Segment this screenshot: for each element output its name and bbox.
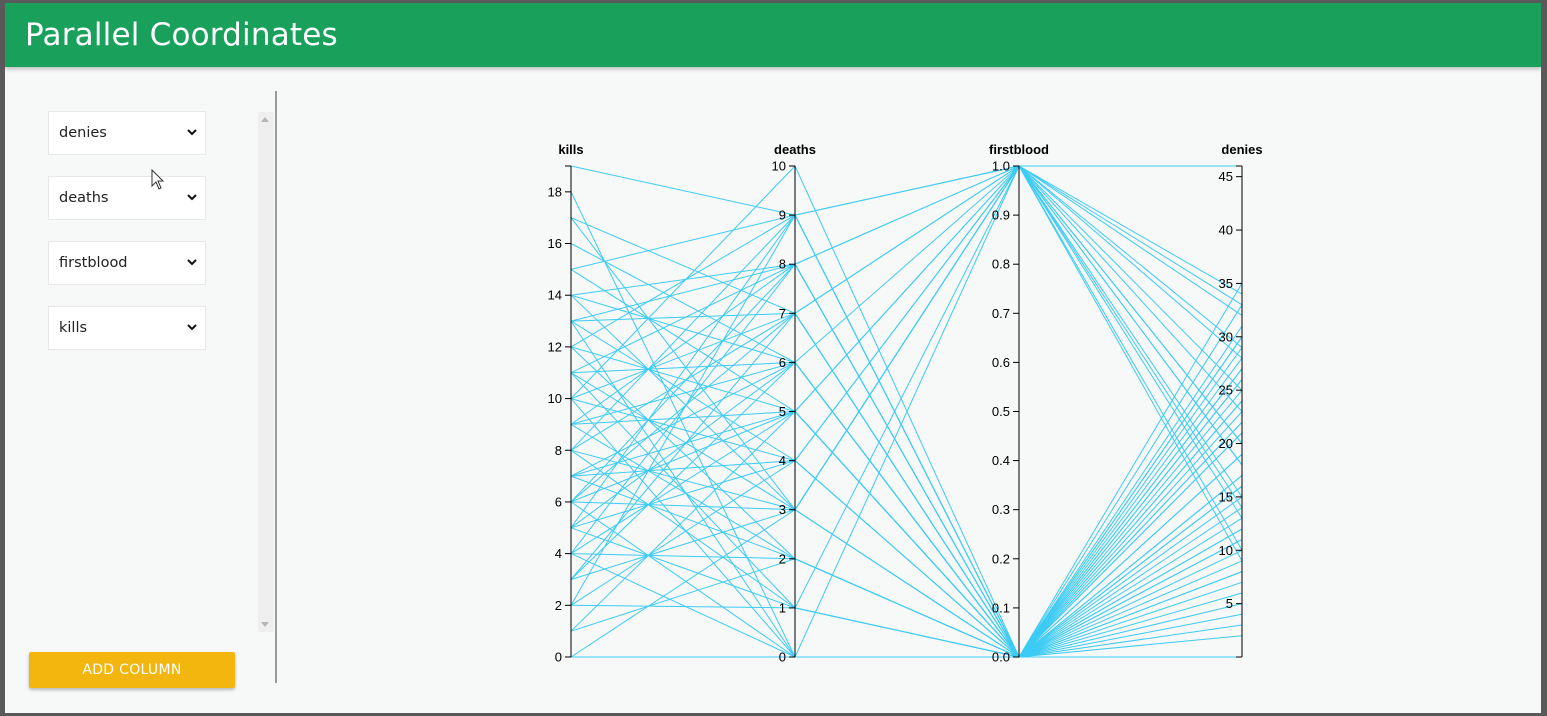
chevron-down-icon	[187, 129, 197, 136]
record-line-16	[570, 165, 1243, 508]
tick-label: 35	[1219, 276, 1233, 291]
tick-label: 3	[779, 502, 786, 517]
add-column-button[interactable]: ADD COLUMN	[29, 652, 235, 688]
column-select-4-value: kills	[59, 320, 88, 336]
chevron-down-icon	[187, 259, 197, 266]
polylines-group	[570, 164, 1243, 658]
record-line-47	[570, 165, 1243, 580]
scroll-up-arrow-icon[interactable]	[261, 117, 269, 122]
app-window: Parallel Coordinates denies deaths first…	[5, 3, 1541, 713]
tick-label: 8	[555, 443, 562, 458]
tick-label: 40	[1219, 223, 1233, 238]
tick-label: 14	[548, 288, 562, 303]
record-line-50	[570, 459, 1243, 658]
tick-label: 10	[1219, 543, 1233, 558]
record-line-32	[570, 357, 1243, 658]
chevron-down-icon	[187, 324, 197, 331]
tick-label: 0.5	[992, 404, 1010, 419]
axis-title-kills[interactable]: kills	[558, 142, 583, 157]
tick-label: 2	[779, 551, 786, 566]
record-line-41	[570, 527, 1243, 658]
tick-label: 10	[772, 159, 786, 174]
column-select-4[interactable]: kills	[48, 306, 206, 350]
axis-kills: 0 2 4 6 8 10 12 14 16 18 kills	[548, 142, 584, 665]
column-select-3[interactable]: firstblood	[48, 241, 206, 285]
tick-label: 7	[779, 306, 786, 321]
tick-label: 9	[779, 208, 786, 223]
tick-label: 0.3	[992, 502, 1010, 517]
tick-label: 10	[548, 391, 562, 406]
record-line-33	[570, 475, 1243, 658]
tick-label: 15	[1219, 489, 1233, 504]
page-title: Parallel Coordinates	[25, 17, 338, 53]
record-line-59	[570, 410, 1243, 658]
tick-label: 6	[779, 355, 786, 370]
tick-label: 0	[779, 650, 786, 665]
axis-title-denies[interactable]: denies	[1221, 142, 1262, 157]
tick-label: 8	[779, 257, 786, 272]
tick-label: 0.8	[992, 257, 1010, 272]
tick-label: 18	[548, 184, 562, 199]
chevron-down-icon	[187, 194, 197, 201]
tick-label: 2	[555, 598, 562, 613]
record-line-35	[570, 165, 1243, 503]
tick-label: 25	[1219, 383, 1233, 398]
tick-label: 5	[1226, 596, 1233, 611]
record-line-58	[570, 263, 1243, 658]
axis-denies: 5 10 15 20 25 30 35 40 45 denies	[1219, 142, 1263, 658]
record-line-25	[570, 336, 1243, 658]
scroll-down-arrow-icon[interactable]	[261, 622, 269, 627]
record-line-55	[571, 571, 1243, 658]
tick-label: 0.7	[992, 306, 1010, 321]
record-line-52	[570, 214, 1243, 658]
record-line-21	[570, 379, 1243, 658]
record-line-56	[570, 509, 1243, 658]
tick-label: 30	[1219, 329, 1233, 344]
tick-label: 45	[1219, 169, 1233, 184]
tick-label: 20	[1219, 436, 1233, 451]
tick-label: 0.6	[992, 355, 1010, 370]
column-select-3-value: firstblood	[59, 255, 128, 271]
tick-label: 16	[548, 236, 562, 251]
mouse-cursor-icon	[151, 169, 165, 190]
record-line-27	[570, 165, 1243, 519]
record-line-51	[570, 165, 1243, 609]
tick-label: 6	[555, 494, 562, 509]
record-line-54	[570, 558, 1243, 658]
record-line-43	[570, 165, 1243, 555]
record-line-10	[570, 165, 1243, 322]
parallel-coordinates-chart: 024681012141618kills012345678910deaths0.…	[548, 142, 1263, 665]
tick-label: 0.9	[992, 208, 1010, 223]
tick-label: 0.0	[992, 650, 1010, 665]
tick-label: 0	[555, 650, 562, 665]
tick-label: 0.2	[992, 551, 1010, 566]
panel-divider	[275, 91, 277, 683]
tick-label: 0.4	[992, 453, 1010, 468]
column-select-2-value: deaths	[59, 190, 109, 206]
axis-title-deaths[interactable]: deaths	[774, 142, 816, 157]
axis-title-firstblood[interactable]: firstblood	[989, 142, 1049, 157]
tick-label: 1.0	[992, 159, 1010, 174]
app-bar: Parallel Coordinates	[5, 3, 1541, 67]
record-line-38	[570, 312, 1243, 658]
tick-label: 1	[779, 600, 786, 615]
axis-firstblood: 0.0 0.1 0.2 0.3 0.4 0.5 0.6 0.7 0.8 0.9 1.0 firstbl…	[989, 142, 1049, 665]
sidebar: denies deaths firstblood kills ADD COLUM…	[5, 67, 280, 713]
record-line-39	[570, 165, 1243, 529]
tick-label: 5	[779, 404, 786, 419]
tick-label: 12	[548, 339, 562, 354]
axes-group: 024681012141618kills012345678910deaths0.…	[548, 142, 1263, 665]
axis-deaths: 0 1 2 3 4 5 6 7 8 9 10 deaths	[772, 142, 816, 665]
record-line-4	[570, 243, 1243, 658]
record-line-5	[570, 165, 1243, 359]
column-select-1[interactable]: denies	[48, 111, 206, 155]
column-select-2[interactable]: deaths	[48, 176, 206, 220]
record-line-49	[570, 361, 1243, 658]
tick-label: 4	[779, 453, 786, 468]
tick-label: 0.1	[992, 600, 1010, 615]
column-select-1-value: denies	[59, 125, 107, 141]
sidebar-scrollbar[interactable]	[258, 112, 274, 632]
tick-label: 4	[555, 546, 562, 561]
record-line-57	[570, 165, 1242, 658]
